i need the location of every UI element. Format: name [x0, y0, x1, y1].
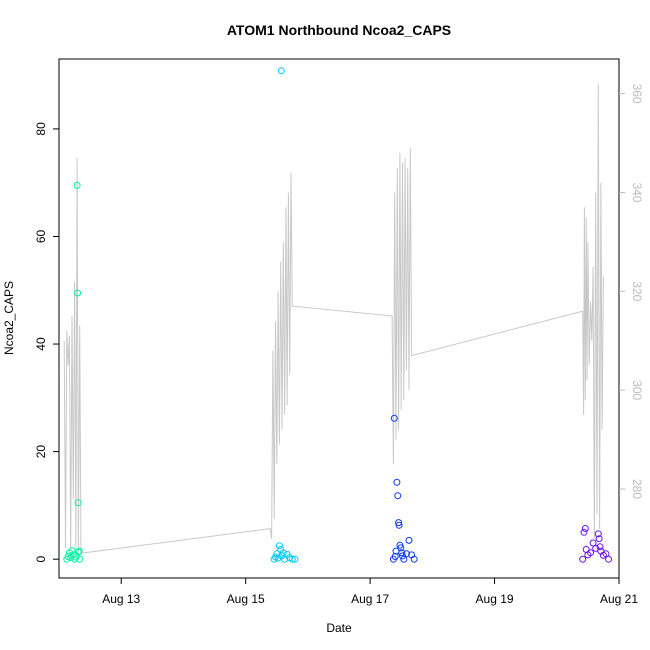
data-point: [291, 555, 299, 563]
data-point: [398, 549, 406, 557]
series-4: [579, 525, 613, 563]
data-point: [73, 181, 81, 189]
y2-tick-label: 320: [630, 281, 644, 301]
series-3: [389, 414, 418, 563]
data-point: [68, 547, 76, 555]
y-tick-label: 40: [34, 337, 48, 351]
data-point: [391, 553, 399, 560]
data-point: [400, 555, 408, 563]
x-tick-label: Aug 21: [600, 592, 638, 606]
data-point: [605, 555, 613, 563]
points-layer: [63, 67, 613, 563]
y-tick-label: 80: [34, 122, 48, 136]
axes-layer: Aug 13 Aug 15 Aug 17 Aug 19 Aug 21 0 20 40 60 80 2…: [34, 58, 644, 606]
y-tick-label: 0: [34, 556, 48, 563]
data-point: [410, 555, 418, 563]
data-point: [74, 289, 82, 297]
y-tick-label: 20: [34, 445, 48, 459]
data-point: [395, 521, 403, 529]
y-axis-label: Ncoa2_CAPS: [2, 281, 16, 355]
series-2: [270, 67, 299, 563]
x-tick-label: Aug 17: [351, 592, 389, 606]
y2-tick-label: 360: [630, 84, 644, 104]
plot-frame: [58, 58, 620, 579]
data-point: [596, 543, 604, 551]
line-layer: [63, 83, 604, 554]
y2-tick-label: 280: [630, 479, 644, 499]
data-point: [581, 525, 589, 532]
x-axis-label: Date: [326, 621, 352, 635]
data-point: [274, 554, 282, 562]
data-point: [74, 499, 82, 507]
x-tick-label: Aug 13: [102, 592, 140, 606]
data-point: [393, 478, 401, 486]
series-1: [63, 181, 84, 563]
data-point: [76, 555, 84, 563]
data-point: [405, 536, 413, 544]
data-point: [402, 550, 410, 558]
x-tick-label: Aug 19: [476, 592, 514, 606]
data-point: [394, 492, 402, 500]
data-point: [595, 535, 603, 543]
data-point: [594, 530, 602, 538]
data-point: [275, 542, 283, 550]
data-point: [75, 547, 83, 555]
data-point: [580, 528, 588, 536]
data-point: [74, 548, 82, 556]
data-point: [397, 544, 405, 552]
data-point: [279, 549, 287, 557]
right-axis-series-line: [63, 83, 604, 554]
data-point: [579, 555, 587, 563]
data-point: [395, 519, 403, 527]
y-tick-label: 60: [34, 229, 48, 243]
data-point: [602, 550, 610, 558]
data-point: [277, 67, 285, 75]
y2-tick-label: 340: [630, 182, 644, 202]
y2-tick-label: 300: [630, 380, 644, 400]
chart-title: ATOM1 Northbound Ncoa2_CAPS: [227, 22, 451, 38]
data-point: [399, 552, 406, 560]
x-tick-label: Aug 15: [227, 592, 265, 606]
data-point: [390, 414, 398, 422]
data-point: [589, 539, 597, 547]
data-point: [587, 549, 594, 557]
data-point: [288, 555, 296, 563]
